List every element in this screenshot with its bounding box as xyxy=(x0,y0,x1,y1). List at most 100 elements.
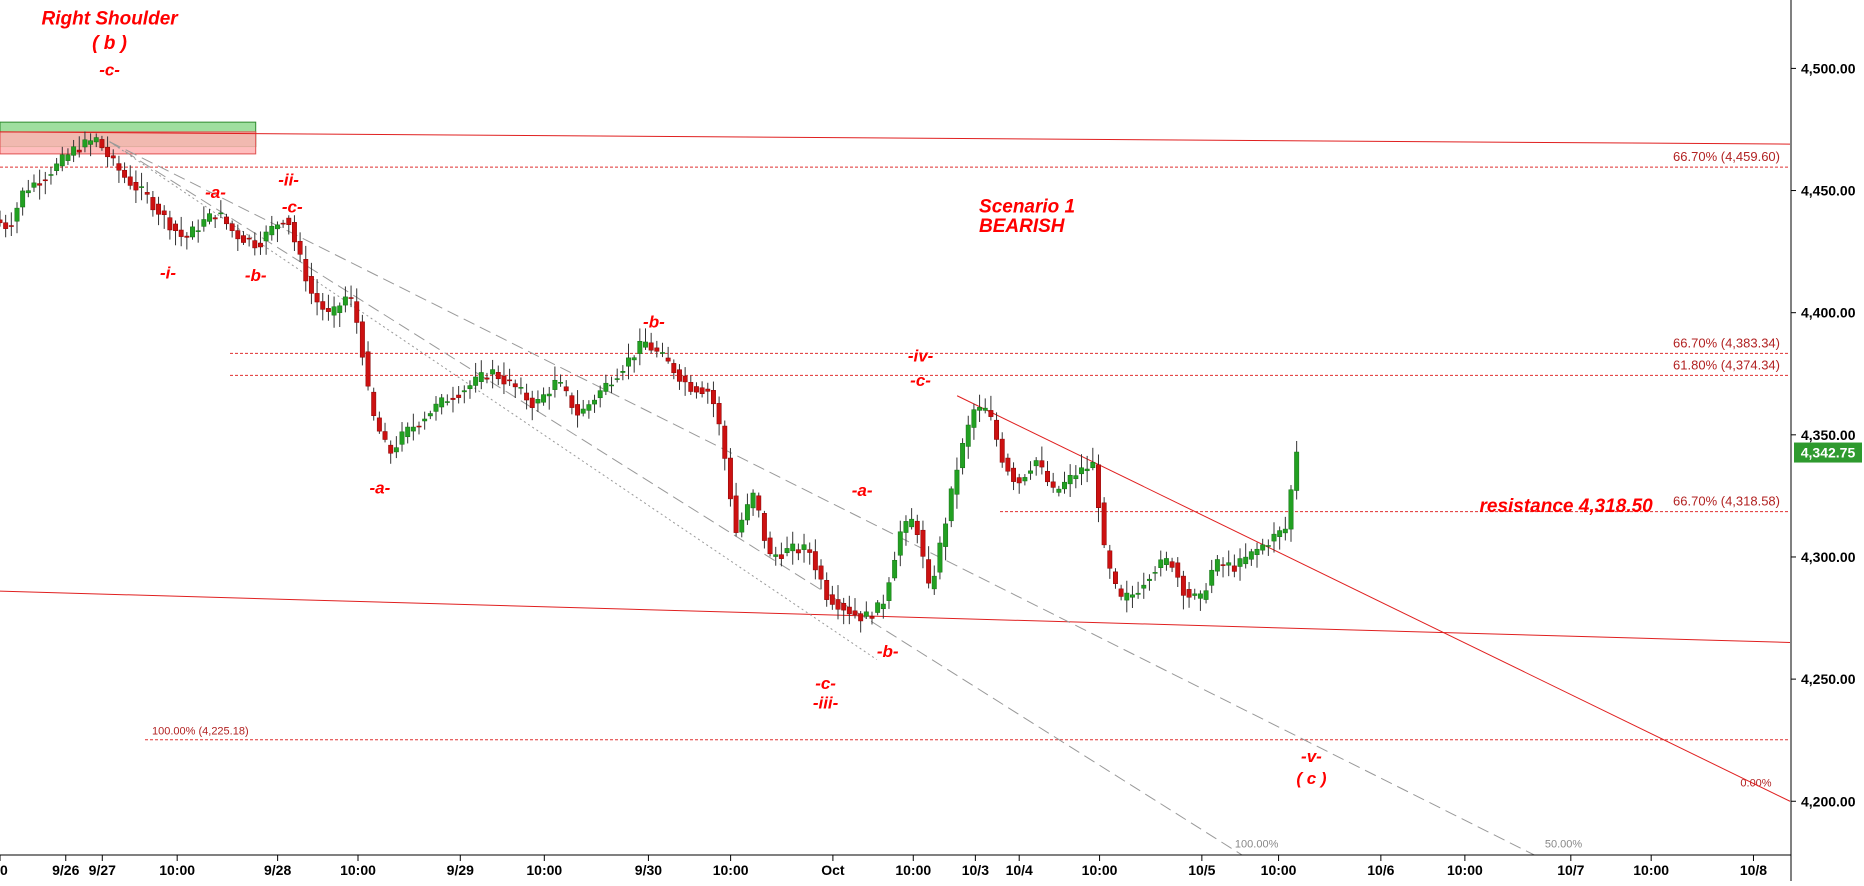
candle-body xyxy=(524,392,530,401)
candle-body xyxy=(161,210,167,216)
candle-body xyxy=(529,397,535,408)
guide-label: 50.00% xyxy=(1545,839,1583,851)
candle-body xyxy=(1101,502,1107,546)
candle-body xyxy=(926,559,932,584)
x-tick-label: 10/7 xyxy=(1557,862,1584,878)
wave-label: -iv- xyxy=(908,347,934,366)
candle-body xyxy=(960,443,966,469)
annotation-label: BEARISH xyxy=(979,216,1066,237)
candle-body xyxy=(835,599,841,610)
y-tick-label: 4,200.00 xyxy=(1801,793,1856,809)
candle-body xyxy=(297,240,303,255)
candle-body xyxy=(399,431,405,445)
candle-body xyxy=(507,379,513,382)
wave-label: -b- xyxy=(245,266,267,285)
x-tick-label: 10/6 xyxy=(1367,862,1394,878)
candle-body xyxy=(620,371,626,373)
x-tick-label: 00 xyxy=(0,862,8,878)
wave-label: ( c ) xyxy=(1296,769,1327,788)
x-tick-label: 10:00 xyxy=(1261,862,1297,878)
candle-body xyxy=(1045,470,1050,483)
candle-body xyxy=(99,139,105,149)
trendline xyxy=(0,590,1791,643)
y-tick-label: 4,500.00 xyxy=(1801,60,1856,76)
candle-body xyxy=(558,382,564,384)
candle-body xyxy=(325,308,331,312)
wave-label: -v- xyxy=(1301,747,1322,766)
candle-body xyxy=(42,179,48,182)
x-tick-label: 10:00 xyxy=(1082,862,1118,878)
candle-body xyxy=(405,426,411,438)
candle-body xyxy=(1005,457,1011,472)
candle-body xyxy=(433,403,439,412)
candle-body xyxy=(580,408,586,414)
candle-body xyxy=(546,393,552,397)
candle-body xyxy=(637,340,643,354)
candle-body xyxy=(116,163,122,171)
candle-body xyxy=(280,222,286,225)
x-tick-label: 10:00 xyxy=(1447,862,1483,878)
trendline xyxy=(109,141,1535,856)
candle-body xyxy=(275,224,280,230)
candle-body xyxy=(195,230,201,232)
candle-body xyxy=(3,222,9,229)
x-tick-label: 10:00 xyxy=(713,862,749,878)
candle-body xyxy=(133,181,139,191)
candle-body xyxy=(1158,559,1164,568)
candle-body xyxy=(308,276,314,294)
candle-body xyxy=(512,383,518,388)
candle-body xyxy=(756,495,762,511)
x-tick-label: 10:00 xyxy=(895,862,931,878)
candle-body xyxy=(410,426,416,432)
candle-body xyxy=(1028,470,1033,474)
candle-body xyxy=(994,419,1000,440)
candle-body xyxy=(252,240,258,249)
candle-body xyxy=(122,169,128,178)
candle-body xyxy=(535,399,541,404)
candle-body xyxy=(761,513,767,541)
wave-label: -a- xyxy=(852,481,873,500)
candle-body xyxy=(365,351,371,387)
candle-body xyxy=(456,394,462,398)
candle-body xyxy=(739,519,745,533)
candle-body xyxy=(778,554,784,559)
candle-body xyxy=(303,259,309,282)
candle-body xyxy=(597,390,603,399)
candle-body xyxy=(258,242,263,248)
candle-body xyxy=(965,424,971,447)
fib-level-label: 66.70% (4,318.58) xyxy=(1673,494,1780,509)
candle-body xyxy=(614,378,620,380)
candle-body xyxy=(688,382,694,392)
candle-body xyxy=(954,469,960,495)
candle-body xyxy=(1220,564,1226,566)
candle-body xyxy=(139,186,145,188)
candle-body xyxy=(801,544,807,550)
wave-label: -b- xyxy=(877,642,899,661)
last-price-badge xyxy=(1794,442,1862,463)
candle-body xyxy=(699,387,705,395)
x-tick-label: 10:00 xyxy=(340,862,376,878)
candle-body xyxy=(184,235,190,238)
candle-body xyxy=(592,399,597,405)
candle-body xyxy=(337,305,343,313)
candle-body xyxy=(1237,558,1243,567)
candle-body xyxy=(467,385,473,389)
x-tick-label: 9/29 xyxy=(447,862,474,878)
x-tick-label: 9/28 xyxy=(264,862,291,878)
candle-body xyxy=(76,149,82,153)
y-tick-label: 4,400.00 xyxy=(1801,305,1856,321)
candle-body xyxy=(314,293,320,303)
candle-body xyxy=(167,217,173,231)
candle-body xyxy=(982,407,988,411)
candle-body xyxy=(229,223,235,231)
candle-body xyxy=(1260,544,1266,551)
candle-body xyxy=(1197,593,1203,599)
candle-body xyxy=(1231,565,1237,572)
candle-body xyxy=(20,190,26,208)
candle-body xyxy=(609,384,614,387)
candle-body xyxy=(541,394,547,403)
candle-body xyxy=(416,425,422,428)
candle-body xyxy=(25,190,31,194)
candle-body xyxy=(767,537,773,555)
